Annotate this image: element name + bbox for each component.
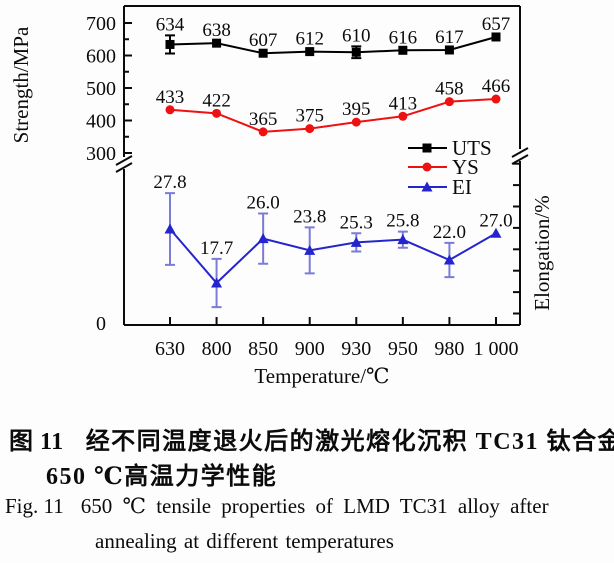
caption-zh-text: 经不同温度退火后的激光熔化沉积 TC31 钛合金	[85, 429, 614, 455]
data-label-YS: 433	[156, 87, 185, 108]
x-tick-label: 850	[248, 338, 278, 360]
series-YS: 433 422 365 375 395 413 458 466	[156, 76, 511, 137]
y-left-origin-label: 0	[96, 313, 106, 335]
data-label-EI: 22.0	[433, 222, 466, 243]
caption-zh-line1: 图 11 经不同温度退火后的激光熔化沉积 TC31 钛合金	[9, 421, 614, 456]
y-left-tick-label: 600	[86, 46, 116, 68]
y-left-tick-label: 700	[86, 13, 116, 35]
series-UTS-line	[169, 36, 497, 55]
y-axis-left-title: Strength/MPa	[9, 26, 33, 143]
x-axis-title: Temperature/℃	[254, 364, 389, 388]
data-label-EI: 25.3	[340, 212, 373, 233]
data-label-EI: 23.8	[293, 206, 326, 227]
legend-label-EI: EI	[452, 175, 472, 199]
x-tick-label: 980	[434, 338, 464, 360]
data-label-UTS: 612	[295, 29, 324, 50]
figure-number-zh: 图 11	[9, 429, 64, 455]
data-label-UTS: 616	[389, 27, 418, 48]
figure-number-en: Fig. 11	[5, 494, 64, 518]
series-EI-line	[169, 228, 497, 285]
data-label-UTS: 617	[435, 27, 464, 48]
series-UTS: 634 638 607 612 610 616 617 657	[156, 14, 511, 60]
caption-en-line1: Fig. 11 650 ℃ tensile properties of LMD T…	[5, 494, 549, 519]
x-tick-label: 1 000	[473, 338, 518, 360]
y-axis-right: Elongation/%	[513, 162, 554, 315]
tensile-properties-chart: 700 600 500 400 300 0 Strength/MPa Elongation/%…	[9, 5, 554, 388]
data-label-EI: 26.0	[247, 192, 280, 213]
legend-label-YS: YS	[452, 155, 479, 179]
x-tick-label: 630	[155, 338, 185, 360]
caption-zh-line2: 650 ℃高温力学性能	[46, 464, 278, 490]
y-axis-right-title: Elongation/%	[530, 195, 554, 310]
data-label-YS: 422	[202, 90, 231, 111]
data-label-YS: 365	[249, 109, 278, 130]
data-label-UTS: 638	[202, 20, 231, 41]
series-EI: 27.8 17.7 26.0 23.8 25.3 25.8 22.0 27.0	[153, 172, 513, 309]
caption-en-line2: annealing at different temperatures	[95, 529, 394, 553]
axis-break-marks	[115, 147, 529, 173]
y-left-tick-label: 500	[86, 78, 116, 100]
data-label-UTS: 657	[482, 14, 511, 35]
data-label-EI: 17.7	[200, 238, 233, 259]
legend-label-UTS: UTS	[452, 136, 492, 160]
data-label-YS: 413	[389, 93, 418, 114]
y-left-tick-label: 300	[86, 143, 116, 165]
y-left-tick-label: 400	[86, 111, 116, 133]
caption-en-text: 650 ℃ tensile properties of LMD TC31 all…	[80, 494, 549, 518]
data-label-UTS: 607	[249, 30, 278, 51]
data-label-YS: 395	[342, 99, 371, 120]
data-label-YS: 375	[295, 106, 324, 127]
data-label-UTS: 610	[342, 25, 371, 46]
data-label-EI: 27.0	[479, 210, 512, 231]
x-tick-label: 950	[388, 338, 418, 360]
x-axis: 630 800 850 900 930 950 980 1 000 Temperature/℃	[155, 317, 518, 388]
x-tick-label: 800	[202, 338, 232, 360]
y-axis-left: 700 600 500 400 300 0 Strength/MPa	[9, 13, 132, 335]
data-label-YS: 458	[435, 79, 464, 100]
x-tick-label: 930	[341, 338, 371, 360]
data-label-UTS: 634	[156, 14, 185, 35]
x-tick-label: 900	[295, 338, 325, 360]
data-label-YS: 466	[482, 76, 511, 97]
data-label-EI: 27.8	[153, 172, 186, 193]
series-YS-line	[169, 98, 497, 133]
data-label-EI: 25.8	[386, 211, 419, 232]
plot-frame	[123, 5, 521, 326]
